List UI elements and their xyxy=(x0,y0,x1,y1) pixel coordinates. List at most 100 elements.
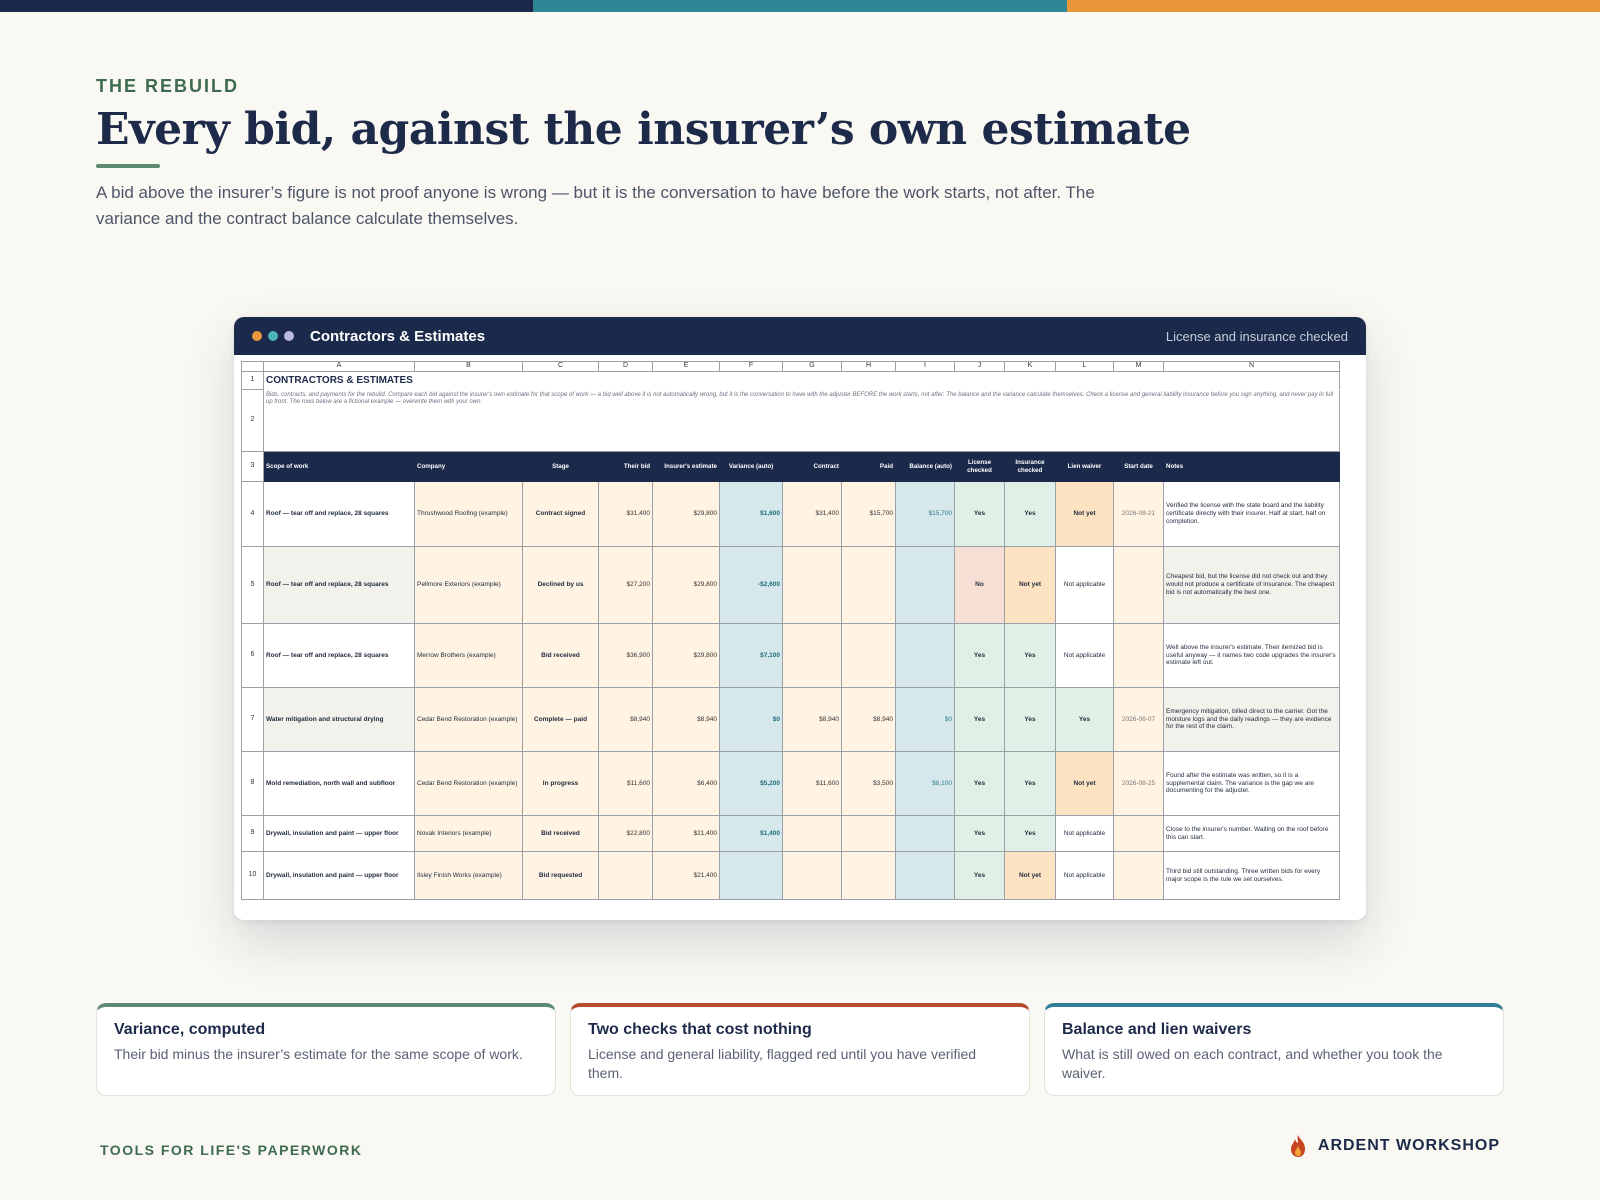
cell-company[interactable]: Novak Interiors (example) xyxy=(414,815,523,852)
sheet-grid[interactable]: A B C D E F G H I J K L M N 1 CONTRACTOR… xyxy=(241,361,1340,900)
column-letter[interactable]: E xyxy=(652,361,720,372)
cell-start-date[interactable] xyxy=(1113,815,1164,852)
column-letter[interactable]: J xyxy=(954,361,1005,372)
cell-insurer-estimate[interactable]: $29,800 xyxy=(652,546,720,624)
cell-start-date[interactable]: 2026-08-21 xyxy=(1113,481,1164,547)
cell-lien-waiver[interactable]: Not applicable xyxy=(1055,623,1114,688)
cell-lien-waiver[interactable]: Yes xyxy=(1055,687,1114,752)
cell-lien-waiver[interactable]: Not applicable xyxy=(1055,815,1114,852)
cell-stage[interactable]: Bid received xyxy=(522,815,599,852)
cell-license[interactable]: No xyxy=(954,546,1005,624)
column-letter[interactable]: H xyxy=(841,361,896,372)
cell-variance[interactable] xyxy=(719,851,783,900)
spreadsheet[interactable]: A B C D E F G H I J K L M N 1 CONTRACTOR… xyxy=(241,361,1340,900)
cell-scope[interactable]: Drywall, insulation and paint — upper fl… xyxy=(263,815,415,852)
cell-balance[interactable]: $15,700 xyxy=(895,481,955,547)
cell-lien-waiver[interactable]: Not yet xyxy=(1055,481,1114,547)
cell-balance[interactable] xyxy=(895,546,955,624)
cell-insurer-estimate[interactable]: $8,940 xyxy=(652,687,720,752)
header-lien-waiver[interactable]: Lien waiver xyxy=(1055,451,1114,482)
cell-start-date[interactable]: 2026-06-07 xyxy=(1113,687,1164,752)
column-letter[interactable]: C xyxy=(522,361,599,372)
cell-balance[interactable] xyxy=(895,851,955,900)
header-company[interactable]: Company xyxy=(414,451,523,482)
cell-stage[interactable]: Declined by us xyxy=(522,546,599,624)
cell-paid[interactable]: $3,500 xyxy=(841,751,896,816)
header-insurance[interactable]: Insurance checked xyxy=(1004,451,1056,482)
column-letter[interactable]: M xyxy=(1113,361,1164,372)
row-number[interactable]: 6 xyxy=(241,623,264,688)
cell-notes[interactable]: Close to the insurer's number. Waiting o… xyxy=(1163,815,1340,852)
header-paid[interactable]: Paid xyxy=(841,451,896,482)
cell-their-bid[interactable]: $22,800 xyxy=(598,815,653,852)
cell-contract[interactable] xyxy=(782,623,842,688)
header-insurer-estimate[interactable]: Insurer's estimate xyxy=(652,451,720,482)
cell-variance[interactable]: $0 xyxy=(719,687,783,752)
column-letter[interactable]: K xyxy=(1004,361,1056,372)
header-notes[interactable]: Notes xyxy=(1163,451,1340,482)
cell-license[interactable]: Yes xyxy=(954,687,1005,752)
cell-scope[interactable]: Roof — tear off and replace, 28 squares xyxy=(263,481,415,547)
cell-paid[interactable] xyxy=(841,623,896,688)
cell-their-bid[interactable]: $36,900 xyxy=(598,623,653,688)
cell-contract[interactable]: $8,940 xyxy=(782,687,842,752)
cell-notes[interactable]: Cheapest bid, but the license did not ch… xyxy=(1163,546,1340,624)
cell-their-bid[interactable]: $11,600 xyxy=(598,751,653,816)
cell-their-bid[interactable] xyxy=(598,851,653,900)
cell-start-date[interactable] xyxy=(1113,851,1164,900)
cell-insurance[interactable]: Yes xyxy=(1004,481,1056,547)
cell-paid[interactable] xyxy=(841,815,896,852)
cell-start-date[interactable] xyxy=(1113,623,1164,688)
cell-company[interactable]: Cedar Bend Restoration (example) xyxy=(414,687,523,752)
cell-stage[interactable]: Bid requested xyxy=(522,851,599,900)
header-their-bid[interactable]: Their bid xyxy=(598,451,653,482)
cell-insurance[interactable]: Not yet xyxy=(1004,546,1056,624)
cell-lien-waiver[interactable]: Not yet xyxy=(1055,751,1114,816)
column-letter[interactable]: N xyxy=(1163,361,1340,372)
sheet-description[interactable]: Bids, contracts, and payments for the re… xyxy=(263,389,1340,452)
header-license[interactable]: License checked xyxy=(954,451,1005,482)
cell-notes[interactable]: Verified the license with the state boar… xyxy=(1163,481,1340,547)
cell-license[interactable]: Yes xyxy=(954,815,1005,852)
cell-license[interactable]: Yes xyxy=(954,851,1005,900)
cell-scope[interactable]: Roof — tear off and replace, 28 squares xyxy=(263,623,415,688)
cell-insurer-estimate[interactable]: $29,800 xyxy=(652,623,720,688)
row-number[interactable]: 1 xyxy=(241,371,264,390)
row-number[interactable]: 7 xyxy=(241,687,264,752)
cell-insurer-estimate[interactable]: $6,400 xyxy=(652,751,720,816)
cell-company[interactable]: Ilsley Finish Works (example) xyxy=(414,851,523,900)
cell-stage[interactable]: Contract signed xyxy=(522,481,599,547)
cell-start-date[interactable]: 2026-08-25 xyxy=(1113,751,1164,816)
cell-company[interactable]: Pellmore Exteriors (example) xyxy=(414,546,523,624)
cell-notes[interactable]: Found after the estimate was written, so… xyxy=(1163,751,1340,816)
cell-license[interactable]: Yes xyxy=(954,623,1005,688)
row-number[interactable]: 8 xyxy=(241,751,264,816)
column-letter[interactable]: B xyxy=(414,361,523,372)
row-number[interactable]: 2 xyxy=(241,389,264,452)
cell-paid[interactable]: $8,940 xyxy=(841,687,896,752)
sheet-title[interactable]: CONTRACTORS & ESTIMATES xyxy=(263,371,1340,390)
header-variance[interactable]: Variance (auto) xyxy=(719,451,783,482)
cell-contract[interactable] xyxy=(782,815,842,852)
cell-insurance[interactable]: Yes xyxy=(1004,687,1056,752)
cell-scope[interactable]: Water mitigation and structural drying xyxy=(263,687,415,752)
cell-variance[interactable]: $7,100 xyxy=(719,623,783,688)
column-letter[interactable]: G xyxy=(782,361,842,372)
header-contract[interactable]: Contract xyxy=(782,451,842,482)
cell-insurance[interactable]: Yes xyxy=(1004,751,1056,816)
cell-insurance[interactable]: Yes xyxy=(1004,815,1056,852)
cell-paid[interactable] xyxy=(841,851,896,900)
header-start-date[interactable]: Start date xyxy=(1113,451,1164,482)
row-number[interactable]: 5 xyxy=(241,546,264,624)
cell-paid[interactable]: $15,700 xyxy=(841,481,896,547)
cell-license[interactable]: Yes xyxy=(954,481,1005,547)
cell-contract[interactable] xyxy=(782,546,842,624)
cell-insurance[interactable]: Not yet xyxy=(1004,851,1056,900)
cell-variance[interactable]: $1,400 xyxy=(719,815,783,852)
cell-balance[interactable]: $0 xyxy=(895,687,955,752)
cell-lien-waiver[interactable]: Not applicable xyxy=(1055,546,1114,624)
row-number[interactable]: 9 xyxy=(241,815,264,852)
cell-lien-waiver[interactable]: Not applicable xyxy=(1055,851,1114,900)
cell-company[interactable]: Merrow Brothers (example) xyxy=(414,623,523,688)
cell-their-bid[interactable]: $31,400 xyxy=(598,481,653,547)
